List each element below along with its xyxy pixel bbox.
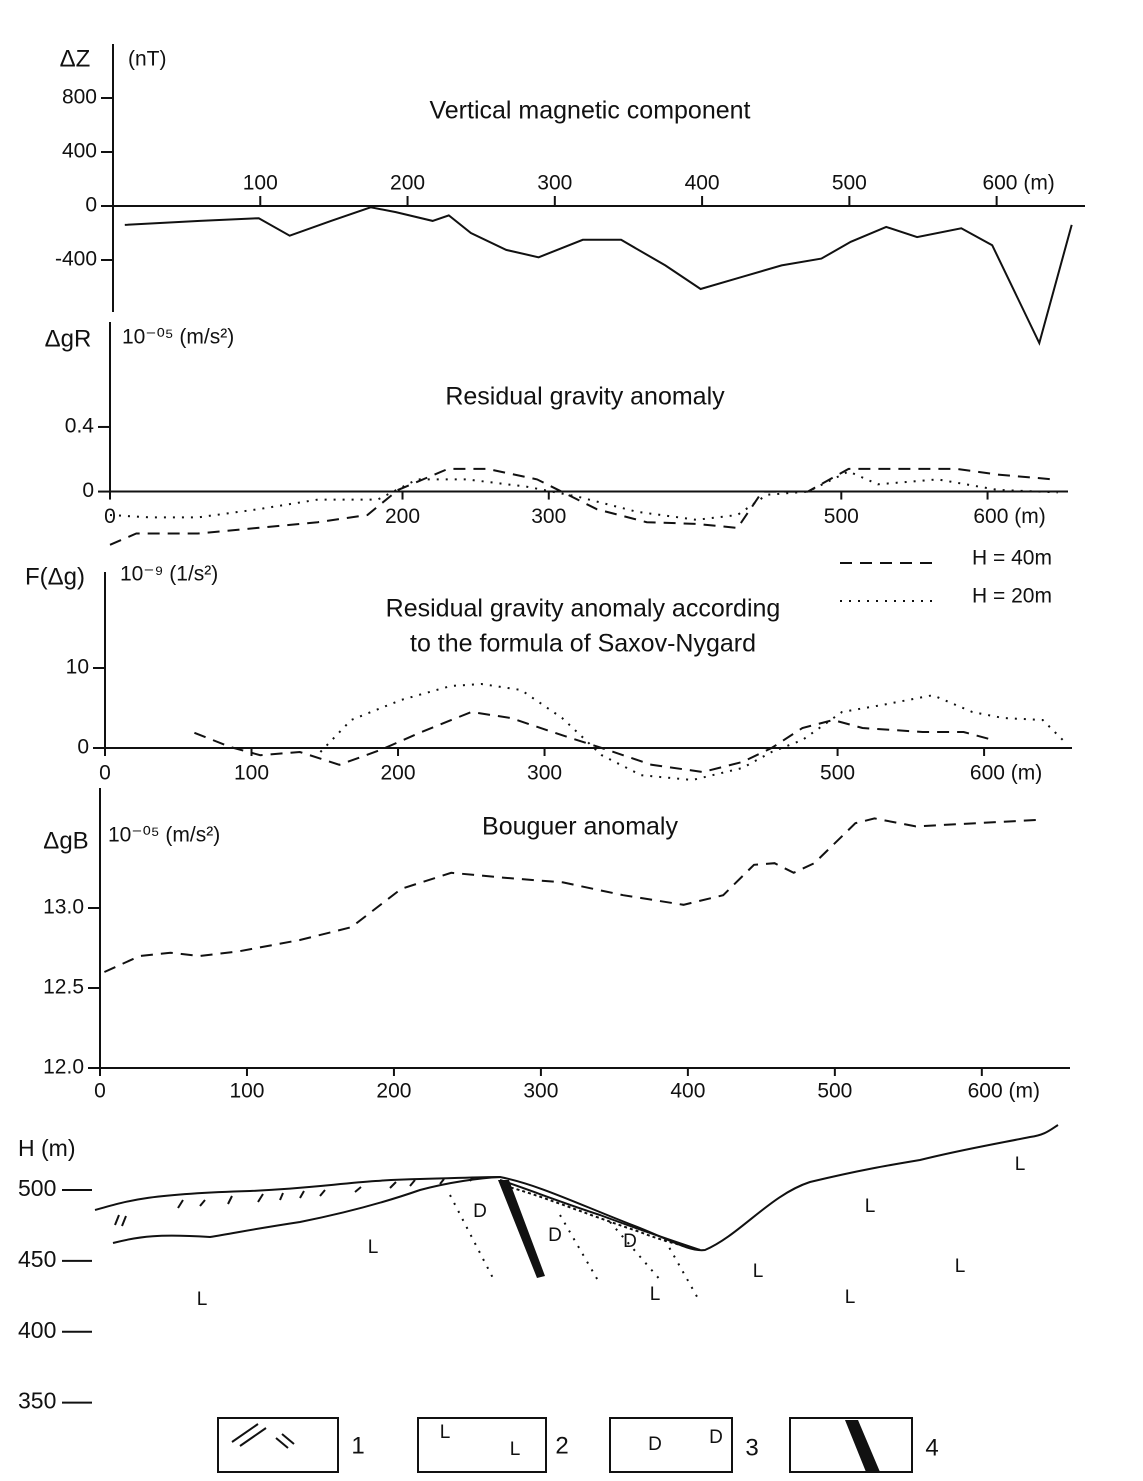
x-tick-label: 300 [523, 1080, 558, 1103]
data-line [319, 682, 1069, 782]
legend-symbol: L [510, 1439, 521, 1460]
rock-label: L [753, 1261, 764, 1282]
x-tick-label: 0 [99, 762, 111, 785]
x-tick-label: 500 [820, 762, 855, 785]
data-line [194, 710, 994, 774]
y-tick-label: 800 [62, 86, 97, 109]
legend-symbol: D [709, 1427, 723, 1448]
legend-box [609, 1417, 733, 1473]
legend-hatch [231, 1423, 295, 1449]
x-tick-label: 0 [94, 1080, 106, 1103]
layer-boundary [112, 1176, 501, 1244]
x-tick-label: 0 [104, 505, 116, 528]
y-tick-label: 0 [85, 194, 97, 217]
layer-boundary [499, 1179, 701, 1251]
rock-label: L [865, 1196, 876, 1217]
legend-number: 4 [925, 1434, 938, 1461]
x-tick-label: 500 [817, 1080, 852, 1103]
y-axis-unit: (nT) [128, 48, 167, 71]
chart-title: Vertical magnetic component [429, 97, 750, 125]
x-tick-label: 300 [531, 505, 566, 528]
legend-label: H = 40m [972, 547, 1052, 570]
x-tick-label: 200 [385, 505, 420, 528]
chart-title: Bouguer anomaly [482, 813, 678, 841]
x-tick-label: 200 [376, 1080, 411, 1103]
y-tick-label: -400 [55, 248, 97, 271]
y-tick-label: 0 [77, 736, 89, 759]
chart-title: Residual gravity anomaly according [386, 595, 781, 623]
y-tick-label: 0.4 [65, 415, 95, 438]
x-tick-label: 500 [824, 505, 859, 528]
hatch [504, 1185, 701, 1251]
y-tick-label: 500 [18, 1175, 56, 1201]
legend-symbol: L [440, 1422, 451, 1443]
x-tick-label: 300 [527, 762, 562, 785]
y-tick-label: 450 [18, 1246, 56, 1272]
data-line [109, 467, 1054, 546]
dike [498, 1180, 545, 1278]
rock-label: D [623, 1231, 637, 1252]
x-tick-label: 200 [390, 172, 425, 195]
legend-number: 1 [351, 1432, 364, 1459]
y-axis-label: ΔZ [60, 45, 91, 72]
section-drawing [94, 1124, 1059, 1473]
x-tick-label: 500 [832, 172, 867, 195]
y-tick-label: 13.0 [43, 896, 84, 919]
y-axis-label: F(Δg) [25, 563, 85, 590]
y-tick-label: 12.0 [43, 1056, 84, 1079]
data-line [103, 817, 1037, 973]
rock-label: L [1015, 1154, 1026, 1175]
x-tick-label: 100 [229, 1080, 264, 1103]
x-tick-label: 400 [670, 1080, 705, 1103]
rock-label: L [955, 1256, 966, 1277]
y-tick-label: 400 [62, 140, 97, 163]
y-axis-label: ΔgB [43, 827, 88, 854]
rock-label: D [548, 1225, 562, 1246]
legend-box [417, 1417, 547, 1473]
data-line [124, 206, 1073, 346]
x-tick-label: 600 (m) [973, 505, 1045, 528]
rock-label: D [473, 1201, 487, 1222]
rock-label: L [368, 1237, 379, 1258]
y-tick-label: 400 [18, 1317, 56, 1343]
legend-box [789, 1417, 913, 1473]
x-tick-label: 100 [243, 172, 278, 195]
x-tick-label: 600 (m) [968, 1080, 1040, 1103]
rock-label: L [197, 1289, 208, 1310]
x-tick-label: 200 [381, 762, 416, 785]
y-axis-label: ΔgR [45, 325, 92, 352]
y-tick-label: 10 [66, 656, 89, 679]
hatch [114, 1176, 474, 1227]
y-tick-label: 0 [82, 479, 94, 502]
legend-symbol: D [648, 1434, 662, 1455]
contact [449, 1194, 701, 1303]
chart-title: to the formula of Saxov-Nygard [410, 630, 756, 658]
legend-number: 2 [555, 1432, 568, 1459]
x-tick-label: 100 [234, 762, 269, 785]
y-axis-unit: 10⁻⁹ (1/s²) [120, 563, 218, 586]
y-axis-unit: 10⁻⁰⁵ (m/s²) [108, 824, 220, 847]
data-line [109, 470, 1058, 521]
rock-label: L [650, 1284, 661, 1305]
y-tick-label: 350 [18, 1388, 56, 1414]
y-axis-label: H (m) [18, 1135, 75, 1161]
legend-dike [845, 1420, 880, 1472]
x-tick-label: 600 (m) [982, 172, 1054, 195]
legend-box [217, 1417, 339, 1473]
legend-number: 3 [745, 1434, 758, 1461]
x-tick-label: 400 [685, 172, 720, 195]
chart-title: Residual gravity anomaly [445, 383, 725, 411]
x-tick-label: 600 (m) [970, 762, 1042, 785]
y-tick-label: 12.5 [43, 976, 84, 999]
x-tick-label: 300 [537, 172, 572, 195]
rock-label: L [845, 1287, 856, 1308]
legend-label: H = 20m [972, 585, 1052, 608]
y-axis-unit: 10⁻⁰⁵ (m/s²) [122, 326, 234, 349]
